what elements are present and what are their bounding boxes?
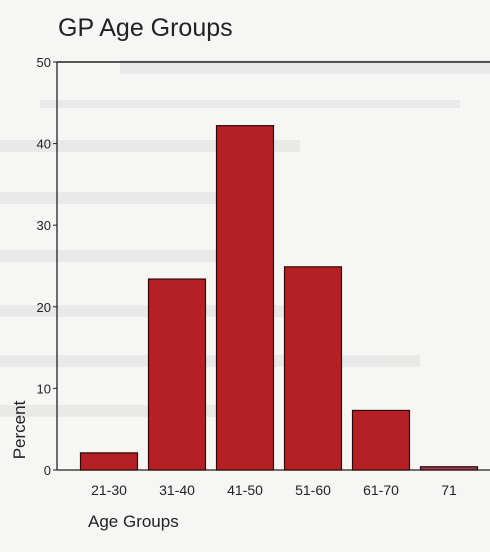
y-tick-label: 10 <box>37 381 51 396</box>
y-axis-label: Percent <box>10 400 29 460</box>
x-tick-label: 31-40 <box>159 482 195 498</box>
chart-title: GP Age Groups <box>58 14 233 42</box>
x-tick-label: 51-60 <box>295 482 331 498</box>
y-tick-label: 20 <box>37 300 51 315</box>
y-tick-label: 0 <box>44 463 51 478</box>
x-tick-label: 41-50 <box>227 482 263 498</box>
x-tick-label: 21-30 <box>91 482 127 498</box>
bar <box>419 466 479 471</box>
x-ticks: 21-30 31-40 41-50 51-60 61-70 71 <box>91 482 457 498</box>
y-tick-label: 50 <box>37 55 51 70</box>
bar <box>79 452 139 471</box>
bar <box>215 125 275 471</box>
bar <box>351 409 411 471</box>
x-axis-label: Age Groups <box>88 512 179 531</box>
x-tick-label: 61-70 <box>363 482 399 498</box>
bars <box>79 125 479 471</box>
y-ticks: 0 10 20 30 40 50 <box>37 55 57 478</box>
y-tick-label: 30 <box>37 218 51 233</box>
y-tick-label: 40 <box>37 137 51 152</box>
bar <box>147 278 207 471</box>
x-tick-label: 71 <box>441 482 457 498</box>
bar <box>283 266 343 471</box>
